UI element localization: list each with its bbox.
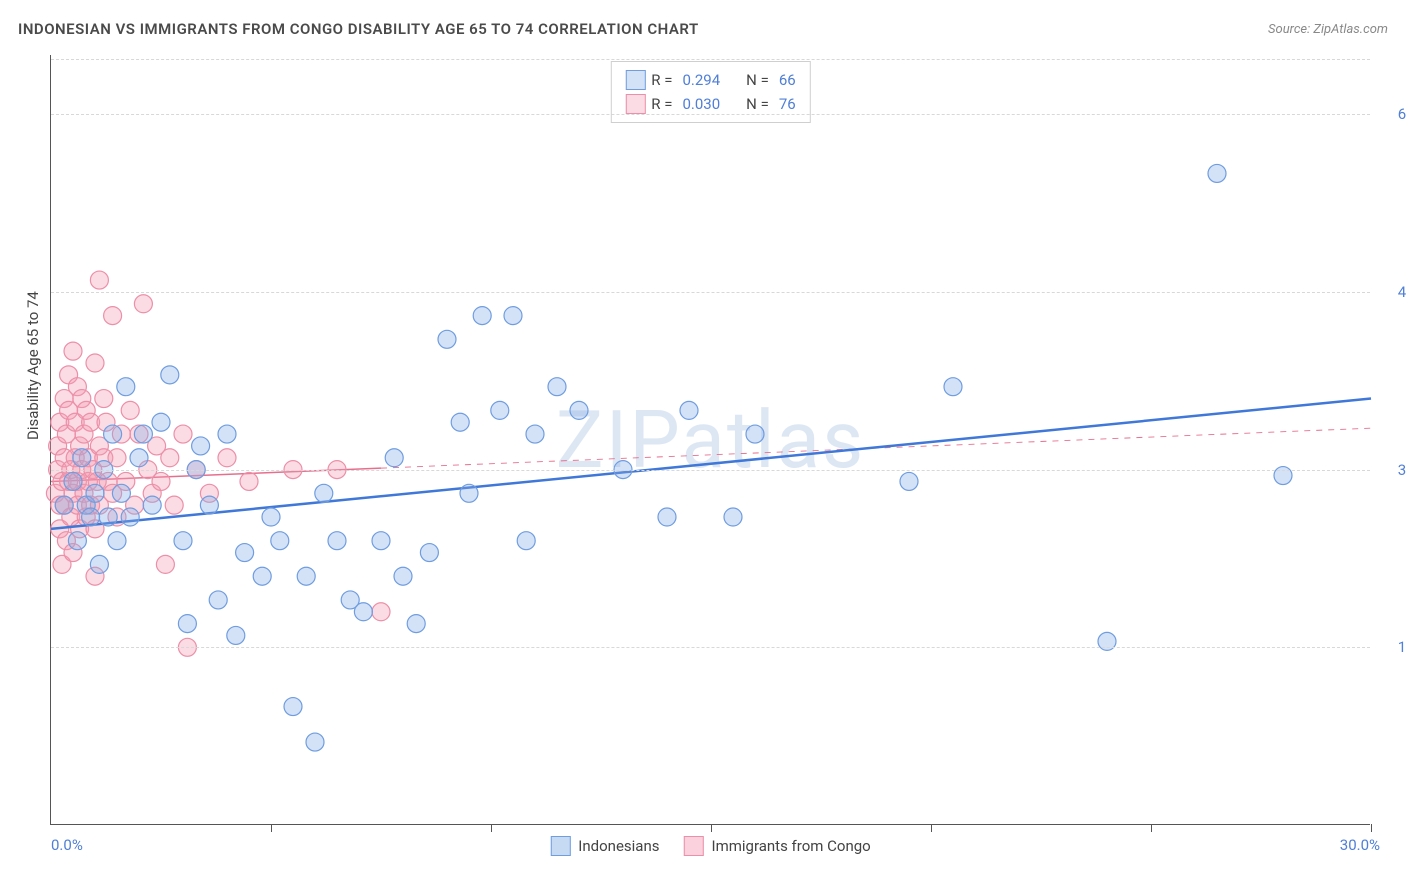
swatch-icon — [550, 836, 570, 856]
data-point — [944, 378, 962, 396]
data-point — [108, 532, 126, 550]
data-point — [526, 425, 544, 443]
chart-title: INDONESIAN VS IMMIGRANTS FROM CONGO DISA… — [18, 20, 699, 38]
data-point — [385, 449, 403, 467]
data-point — [68, 532, 86, 550]
data-point — [192, 437, 210, 455]
data-point — [284, 698, 302, 716]
y-tick-label: 45.0% — [1398, 283, 1406, 301]
data-point — [165, 496, 183, 514]
data-point — [328, 532, 346, 550]
source-label: Source: ZipAtlas.com — [1268, 22, 1388, 37]
data-point — [121, 401, 139, 419]
data-point — [253, 567, 271, 585]
data-point — [451, 413, 469, 431]
data-point — [420, 544, 438, 562]
data-point — [64, 472, 82, 490]
data-point — [548, 378, 566, 396]
plot-area: ZIPatlas R = 0.294 N = 66 R = 0.030 N = … — [50, 55, 1370, 825]
data-point — [152, 413, 170, 431]
data-point — [156, 555, 174, 573]
data-point — [227, 626, 245, 644]
data-point — [174, 532, 192, 550]
legend-item: Indonesians — [550, 836, 659, 856]
data-point — [407, 615, 425, 633]
data-point — [152, 472, 170, 490]
data-point — [297, 567, 315, 585]
data-point — [200, 496, 218, 514]
data-point — [900, 472, 918, 490]
data-point — [218, 449, 236, 467]
data-point — [90, 271, 108, 289]
y-axis-title: Disability Age 65 to 74 — [24, 291, 42, 440]
data-point — [491, 401, 509, 419]
legend-label: Indonesians — [578, 837, 659, 855]
data-point — [143, 496, 161, 514]
data-point — [121, 508, 139, 526]
y-tick-label: 15.0% — [1398, 638, 1406, 656]
legend-series: Indonesians Immigrants from Congo — [550, 836, 870, 856]
data-point — [117, 378, 135, 396]
data-point — [218, 425, 236, 443]
data-point — [64, 342, 82, 360]
data-point — [680, 401, 698, 419]
data-point — [86, 354, 104, 372]
data-point — [90, 555, 108, 573]
data-point — [161, 366, 179, 384]
data-point — [658, 508, 676, 526]
data-point — [161, 449, 179, 467]
data-point — [315, 484, 333, 502]
data-point — [95, 390, 113, 408]
data-point — [271, 532, 289, 550]
data-point — [178, 615, 196, 633]
swatch-icon — [683, 836, 703, 856]
data-point — [82, 508, 100, 526]
data-point — [104, 307, 122, 325]
data-point — [570, 401, 588, 419]
data-point — [73, 449, 91, 467]
data-point — [209, 591, 227, 609]
data-point — [86, 484, 104, 502]
data-point — [517, 532, 535, 550]
data-point — [236, 544, 254, 562]
legend-label: Immigrants from Congo — [711, 837, 870, 855]
data-point — [460, 484, 478, 502]
y-tick-label: 60.0% — [1398, 105, 1406, 123]
data-point — [174, 425, 192, 443]
data-point — [1208, 164, 1226, 182]
data-point — [262, 508, 280, 526]
data-point — [746, 425, 764, 443]
data-point — [240, 472, 258, 490]
y-tick-label: 30.0% — [1398, 461, 1406, 479]
data-point — [724, 508, 742, 526]
data-point — [134, 295, 152, 313]
legend-item: Immigrants from Congo — [683, 836, 870, 856]
scatter-svg — [51, 55, 1370, 824]
data-point — [394, 567, 412, 585]
data-point — [372, 532, 390, 550]
data-point — [372, 603, 390, 621]
data-point — [130, 449, 148, 467]
data-point — [306, 733, 324, 751]
data-point — [112, 484, 130, 502]
data-point — [134, 425, 152, 443]
data-point — [354, 603, 372, 621]
data-point — [99, 508, 117, 526]
data-point — [55, 496, 73, 514]
x-axis-max: 30.0% — [1340, 836, 1380, 854]
data-point — [504, 307, 522, 325]
data-point — [473, 307, 491, 325]
data-point — [104, 425, 122, 443]
x-axis-min: 0.0% — [51, 836, 83, 854]
data-point — [438, 330, 456, 348]
